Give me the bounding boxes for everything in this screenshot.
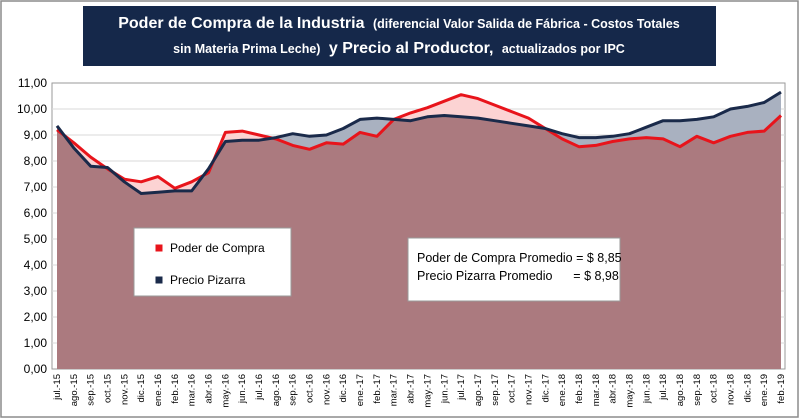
x-tick-label: nov.-17 <box>523 374 534 405</box>
x-tick-label: nov.-18 <box>725 374 736 405</box>
x-tick-label: ago.-15 <box>69 374 80 406</box>
legend-swatch-pizarra <box>154 275 164 285</box>
y-tick-label: 9,00 <box>24 128 48 142</box>
x-tick-label: ago.-17 <box>473 374 484 406</box>
x-tick-label: mar.-18 <box>591 374 602 406</box>
x-tick-label: sep.-15 <box>86 374 97 406</box>
x-tick-label: jun.-16 <box>237 374 248 404</box>
y-tick-label: 0,00 <box>24 362 48 376</box>
x-tick-label: sep.-16 <box>288 374 299 406</box>
x-tick-label: feb.-16 <box>170 374 181 404</box>
x-tick-label: jul.-18 <box>658 374 669 401</box>
x-tick-label: may.-18 <box>624 374 635 408</box>
legend-label-poder: Poder de Compra <box>170 241 265 255</box>
legend-label-pizarra: Precio Pizarra <box>170 273 246 287</box>
x-tick-label: sep.-17 <box>490 374 501 406</box>
x-tick-label: abr.-16 <box>204 374 215 404</box>
annotation-poder-promedio: Poder de Compra Promedio = $ 8,85 <box>417 251 622 265</box>
x-tick-label: jun.-18 <box>641 374 652 404</box>
x-tick-label: ago.-16 <box>271 374 282 406</box>
x-tick-label: abr.-18 <box>608 374 619 404</box>
y-tick-label: 7,00 <box>24 180 48 194</box>
x-tick-label: jun.-17 <box>439 374 450 404</box>
y-tick-label: 1,00 <box>24 336 48 350</box>
x-tick-label: may.-17 <box>422 374 433 408</box>
series-line-poder-de-compra <box>56 93 783 190</box>
x-tick-label: jul.-15 <box>52 374 63 401</box>
x-tick-label: feb.-18 <box>574 374 585 404</box>
y-tick-label: 8,00 <box>24 154 48 168</box>
x-tick-label: mar.-17 <box>389 374 400 406</box>
y-tick-label: 10,00 <box>17 102 47 116</box>
x-tick-label: dic.-18 <box>742 374 753 403</box>
x-tick-label: oct.-16 <box>305 374 316 403</box>
x-tick-label: jul.-17 <box>456 374 467 401</box>
y-tick-label: 6,00 <box>24 206 48 220</box>
x-tick-label: ene.-18 <box>557 374 568 406</box>
x-tick-label: ene.-17 <box>355 374 366 406</box>
x-tick-label: oct.-15 <box>103 374 114 403</box>
x-tick-label: mar.-16 <box>187 374 198 406</box>
annotation-pizarra-promedio: Precio Pizarra Promedio = $ 8,98 <box>417 269 619 283</box>
x-tick-label: may.-16 <box>220 374 231 408</box>
x-tick-label: feb.-17 <box>372 374 383 404</box>
x-tick-label: ene.-16 <box>153 374 164 406</box>
x-tick-label: sep.-18 <box>692 374 703 406</box>
x-tick-label: abr.-17 <box>406 374 417 404</box>
x-tick-label: nov.-16 <box>321 374 332 405</box>
x-tick-label: oct.-17 <box>507 374 518 403</box>
legend-swatch-poder <box>154 243 164 253</box>
x-tick-label: nov.-15 <box>119 374 130 405</box>
annotation-box <box>407 237 621 302</box>
y-tick-label: 3,00 <box>24 284 48 298</box>
chart-title-line2: sin Materia Prima Leche) y Precio al Pro… <box>173 40 625 57</box>
title-box <box>83 6 716 66</box>
series-line-precio-pizarra <box>55 90 782 195</box>
x-tick-label: dic.-15 <box>136 374 147 403</box>
x-tick-label: oct.-18 <box>709 374 720 403</box>
x-tick-label: ene.-19 <box>759 374 770 406</box>
x-tick-label: dic.-16 <box>338 374 349 403</box>
chart-title-line1: Poder de Compra de la Industria (diferen… <box>118 15 680 32</box>
x-tick-label: dic.-17 <box>540 374 551 403</box>
x-tick-label: ago.-18 <box>675 374 686 406</box>
x-axis-ticks: jul.-15 ago.-15 sep.-15 oct.-15 nov.-15 dic.-… <box>52 374 787 408</box>
y-axis-ticks: 0,00 1,00 2,00 3,00 4,00 5,00 6,00 7,00 8,00 9,00… <box>17 76 47 376</box>
x-tick-label: jul.-16 <box>254 374 265 401</box>
x-tick-label: feb.-19 <box>776 374 787 404</box>
y-tick-label: 4,00 <box>24 258 48 272</box>
y-tick-label: 2,00 <box>24 310 48 324</box>
y-tick-label: 11,00 <box>18 76 47 90</box>
legend <box>133 227 292 297</box>
y-tick-label: 5,00 <box>24 232 48 246</box>
